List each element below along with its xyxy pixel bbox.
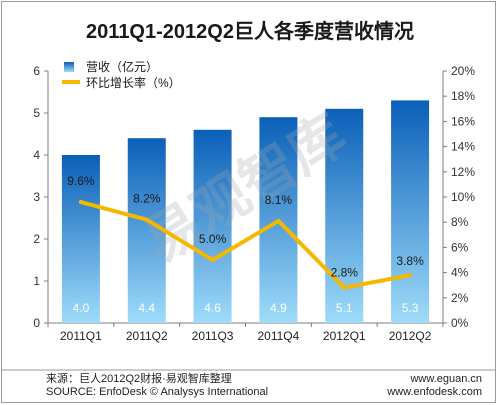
- y-right-tick-label: 2%: [451, 291, 469, 305]
- x-tick-label: 2011Q4: [258, 329, 300, 343]
- x-tick-label: 2011Q2: [126, 329, 168, 343]
- growth-point: [408, 273, 413, 278]
- y-right-tick-label: 8%: [451, 215, 469, 229]
- y-left-tick-label: 1: [33, 274, 40, 288]
- growth-value-label: 9.6%: [67, 174, 95, 188]
- growth-point: [144, 217, 149, 222]
- y-left-tick-label: 2: [33, 232, 40, 246]
- bar-value-label: 4.4: [138, 301, 155, 315]
- y-left-tick-label: 4: [33, 148, 40, 162]
- axes: 0 1 2 3 4 5 6 0% 2% 4% 6% 8% 10% 12% 14% 16% 18% 20% 2011Q…: [33, 64, 475, 343]
- bar-value-label: 4.0: [73, 301, 90, 315]
- bar-value-label: 4.6: [204, 301, 221, 315]
- growth-value-label: 8.1%: [265, 193, 293, 207]
- footer-source-en: SOURCE: EnfoDesk © Analysys Internationa…: [46, 386, 268, 398]
- y-right-tick-label: 18%: [451, 89, 475, 103]
- bar-value-label: 5.1: [336, 301, 353, 315]
- revenue-bar: [193, 129, 232, 323]
- bar-value-label: 4.9: [270, 301, 287, 315]
- watermark: 易观智库: [133, 102, 357, 276]
- growth-value-label: 3.8%: [396, 254, 424, 268]
- legend-swatch-revenue: [64, 62, 74, 72]
- footer-url-eguan: www.eguan.cn: [409, 373, 482, 385]
- growth-value-label: 8.2%: [133, 192, 161, 206]
- y-right-tick-label: 20%: [451, 64, 475, 78]
- y-right-tick-label: 12%: [451, 165, 475, 179]
- legend-label-growth: 环比增长率（%）: [86, 75, 181, 90]
- legend: 营收（亿元） 环比增长率（%）: [62, 59, 181, 90]
- footer-url-enfodesk: www.enfodesk.com: [386, 386, 482, 398]
- y-right-tick-label: 14%: [451, 140, 475, 154]
- revenue-bar: [391, 100, 430, 324]
- y-left-tick-label: 6: [33, 64, 40, 78]
- growth-point: [342, 285, 347, 290]
- growth-line-path: [78, 200, 413, 290]
- y-left-tick-label: 5: [33, 106, 40, 120]
- revenue-bar: [127, 138, 166, 323]
- watermark-text: 易观智库: [133, 102, 357, 276]
- y-right-tick-label: 4%: [451, 266, 469, 280]
- y-right-tick-label: 0%: [451, 316, 469, 330]
- revenue-bar: [61, 155, 100, 323]
- growth-value-label: 2.8%: [331, 266, 359, 280]
- x-tick-label: 2011Q3: [192, 329, 234, 343]
- x-tick-label: 2011Q1: [60, 329, 102, 343]
- chart-title: 2011Q1-2012Q2巨人各季度营收情况: [86, 19, 414, 43]
- chart-svg: 2011Q1-2012Q2巨人各季度营收情况 0 1 2 3 4 5 6 0% 2% 4% 6% 8%…: [2, 19, 495, 398]
- y-left-tick-label: 0: [33, 316, 40, 330]
- bar-value-label: 5.3: [402, 301, 419, 315]
- y-left-tick-label: 3: [33, 190, 40, 204]
- x-tick-label: 2012Q2: [389, 329, 432, 343]
- value-labels: 4.0 4.4 4.6 4.9 5.1 5.3 9.6% 8.2% 5.0% 8.1% 2.8% 3.…: [67, 174, 424, 315]
- y-right-tick-label: 6%: [451, 240, 469, 254]
- legend-label-revenue: 营收（亿元）: [86, 59, 158, 74]
- growth-point: [210, 258, 215, 262]
- growth-line: [78, 200, 413, 290]
- y-right-tick-label: 10%: [451, 190, 475, 204]
- x-tick-label: 2012Q1: [323, 329, 366, 343]
- footer-source-cn: 来源：巨人2012Q2财报·易观智库整理: [46, 371, 232, 385]
- growth-point: [78, 200, 83, 205]
- growth-point: [276, 218, 281, 223]
- growth-value-label: 5.0%: [199, 232, 227, 246]
- y-right-tick-label: 16%: [451, 114, 475, 128]
